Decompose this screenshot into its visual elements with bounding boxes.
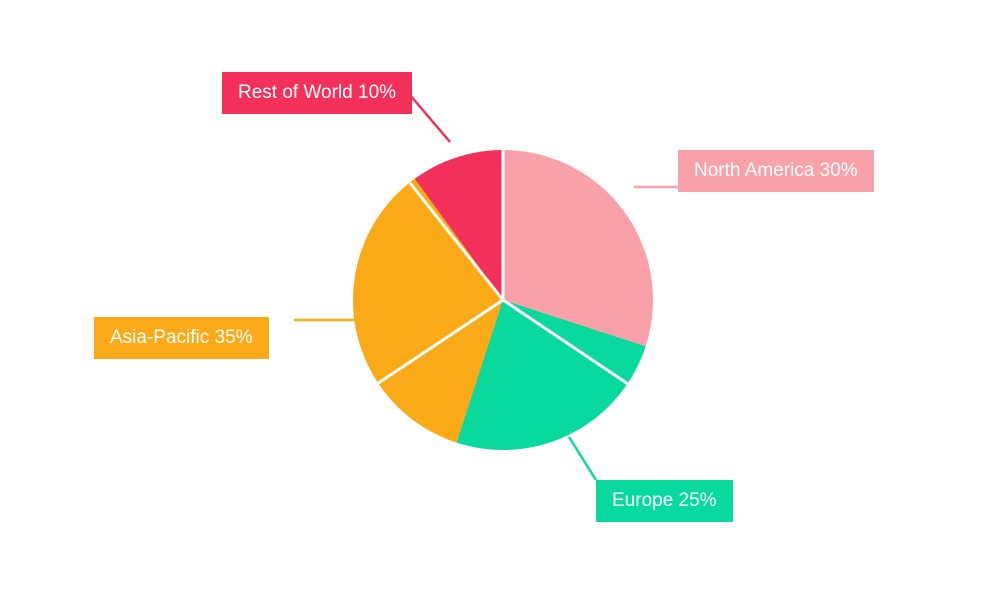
label-north-america[interactable]: North America 30%: [678, 150, 874, 192]
label-europe[interactable]: Europe 25%: [596, 480, 733, 522]
label-rest-of-world[interactable]: Rest of World 10%: [222, 72, 412, 114]
pie-chart-container: North America 30% Europe 25% Asia-Pacifi…: [0, 0, 1000, 600]
label-asia-pacific[interactable]: Asia-Pacific 35%: [94, 317, 269, 359]
pie-slices[interactable]: [353, 150, 653, 450]
